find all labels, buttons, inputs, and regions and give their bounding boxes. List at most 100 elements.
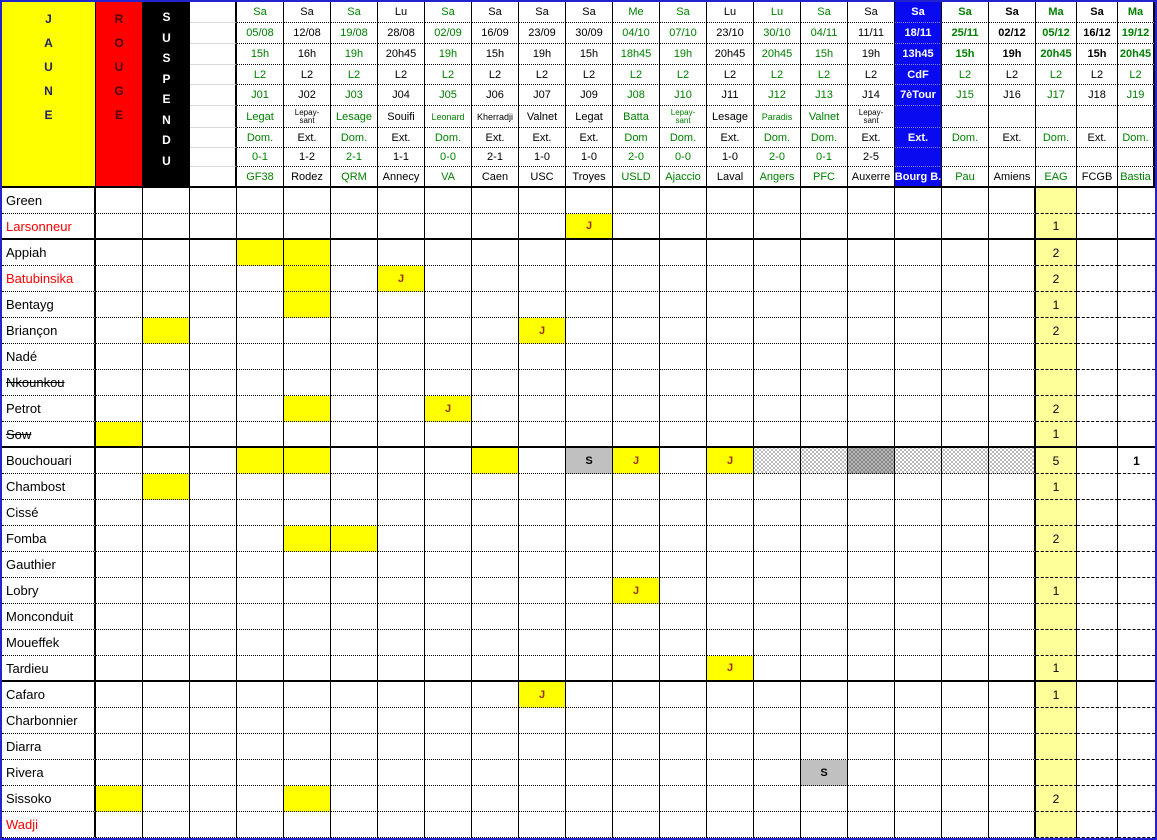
match-cell[interactable]	[425, 474, 472, 500]
match-cell[interactable]	[472, 266, 519, 292]
match-cell[interactable]	[284, 552, 331, 578]
match-cell[interactable]	[566, 188, 613, 214]
match-cell[interactable]	[143, 240, 190, 266]
match-cell[interactable]	[895, 292, 942, 318]
mark-cell-yellow-card[interactable]	[96, 786, 143, 812]
match-cell[interactable]	[190, 760, 237, 786]
match-cell[interactable]	[472, 812, 519, 838]
match-header-referee-cell[interactable]: Kherradji	[472, 106, 519, 128]
match-cell[interactable]	[942, 786, 989, 812]
match-cell[interactable]	[707, 552, 754, 578]
mark-cell-pending-dotted[interactable]	[801, 448, 848, 474]
match-cell[interactable]	[848, 604, 895, 630]
match-cell[interactable]	[378, 500, 425, 526]
match-cell[interactable]	[989, 630, 1036, 656]
match-cell[interactable]	[754, 604, 801, 630]
match-cell[interactable]	[895, 682, 942, 708]
match-header-day-cell[interactable]: Sa	[284, 2, 331, 23]
match-cell[interactable]	[942, 396, 989, 422]
jaune-total-cell[interactable]	[1036, 604, 1077, 630]
match-cell[interactable]	[989, 214, 1036, 240]
match-cell[interactable]	[989, 292, 1036, 318]
match-cell[interactable]	[190, 422, 237, 448]
mark-cell-yellow-card[interactable]	[284, 292, 331, 318]
match-cell[interactable]	[848, 812, 895, 838]
match-cell[interactable]	[660, 552, 707, 578]
match-header-venue-cell[interactable]: Dom	[613, 128, 660, 148]
match-header-score-cell[interactable]	[942, 148, 989, 167]
match-cell[interactable]	[472, 370, 519, 396]
match-header-referee-cell[interactable]	[942, 106, 989, 128]
match-header-time-cell[interactable]: 18h45	[613, 44, 660, 65]
match-cell[interactable]	[707, 370, 754, 396]
rouge-total-cell[interactable]	[1077, 708, 1118, 734]
match-cell[interactable]	[190, 318, 237, 344]
match-cell[interactable]	[566, 266, 613, 292]
match-cell[interactable]	[613, 422, 660, 448]
match-cell[interactable]	[566, 682, 613, 708]
match-header-score-cell[interactable]	[1118, 148, 1155, 167]
match-header-time-cell[interactable]: 19h	[660, 44, 707, 65]
match-cell[interactable]	[472, 760, 519, 786]
match-header-referee-cell[interactable]: Lesage	[331, 106, 378, 128]
match-header-opponent-cell[interactable]: EAG	[1036, 167, 1077, 188]
match-cell[interactable]	[284, 578, 331, 604]
jaune-total-cell[interactable]	[1036, 370, 1077, 396]
match-cell[interactable]	[895, 604, 942, 630]
match-cell[interactable]	[848, 240, 895, 266]
match-cell[interactable]	[566, 370, 613, 396]
match-cell[interactable]	[472, 240, 519, 266]
match-header-score-cell[interactable]: 0-0	[660, 148, 707, 167]
suspendu-total-cell[interactable]	[1118, 604, 1155, 630]
match-header-time-cell[interactable]: 20h45	[378, 44, 425, 65]
match-header-venue-cell[interactable]: Ext.	[989, 128, 1036, 148]
match-cell[interactable]	[143, 500, 190, 526]
player-name-cell[interactable]: Diarra	[2, 734, 96, 760]
match-cell[interactable]	[472, 344, 519, 370]
match-cell[interactable]	[660, 344, 707, 370]
match-cell[interactable]	[237, 526, 284, 552]
match-header-opponent-cell[interactable]: Laval	[707, 167, 754, 188]
match-cell[interactable]	[942, 708, 989, 734]
match-cell[interactable]	[895, 396, 942, 422]
match-cell[interactable]	[613, 318, 660, 344]
match-header-date-cell[interactable]: 30/09	[566, 23, 613, 44]
match-cell[interactable]	[425, 318, 472, 344]
match-cell[interactable]	[989, 552, 1036, 578]
match-cell[interactable]	[96, 292, 143, 318]
match-cell[interactable]	[660, 812, 707, 838]
suspendu-total-cell[interactable]	[1118, 734, 1155, 760]
match-cell[interactable]	[284, 760, 331, 786]
match-cell[interactable]	[378, 812, 425, 838]
match-header-opponent-cell[interactable]: Annecy	[378, 167, 425, 188]
match-header-referee-cell[interactable]	[989, 106, 1036, 128]
match-cell[interactable]	[989, 656, 1036, 682]
match-header-referee-cell[interactable]: Legat	[566, 106, 613, 128]
match-cell[interactable]	[190, 188, 237, 214]
match-cell[interactable]	[801, 370, 848, 396]
match-cell[interactable]	[566, 630, 613, 656]
match-cell[interactable]	[754, 474, 801, 500]
match-header-time-cell[interactable]: 19h	[989, 44, 1036, 65]
match-header-venue-cell[interactable]: Dom.	[660, 128, 707, 148]
match-cell[interactable]	[284, 682, 331, 708]
match-cell[interactable]	[378, 682, 425, 708]
match-cell[interactable]	[848, 292, 895, 318]
mark-cell-pending-dotted[interactable]	[895, 448, 942, 474]
match-cell[interactable]	[237, 552, 284, 578]
match-cell[interactable]	[378, 292, 425, 318]
match-header-opponent-cell[interactable]: Angers	[754, 167, 801, 188]
jaune-total-cell[interactable]: 2	[1036, 266, 1077, 292]
match-cell[interactable]	[237, 760, 284, 786]
match-cell[interactable]	[613, 786, 660, 812]
jaune-total-cell[interactable]: 1	[1036, 422, 1077, 448]
match-cell[interactable]	[942, 526, 989, 552]
match-cell[interactable]	[190, 448, 237, 474]
match-cell[interactable]	[895, 214, 942, 240]
match-header-date-cell[interactable]: 05/08	[237, 23, 284, 44]
match-cell[interactable]	[237, 422, 284, 448]
rouge-total-cell[interactable]	[1077, 786, 1118, 812]
match-cell[interactable]	[190, 708, 237, 734]
match-header-date-cell[interactable]: 23/09	[519, 23, 566, 44]
mark-cell-pending-dotted-grey[interactable]	[848, 448, 895, 474]
